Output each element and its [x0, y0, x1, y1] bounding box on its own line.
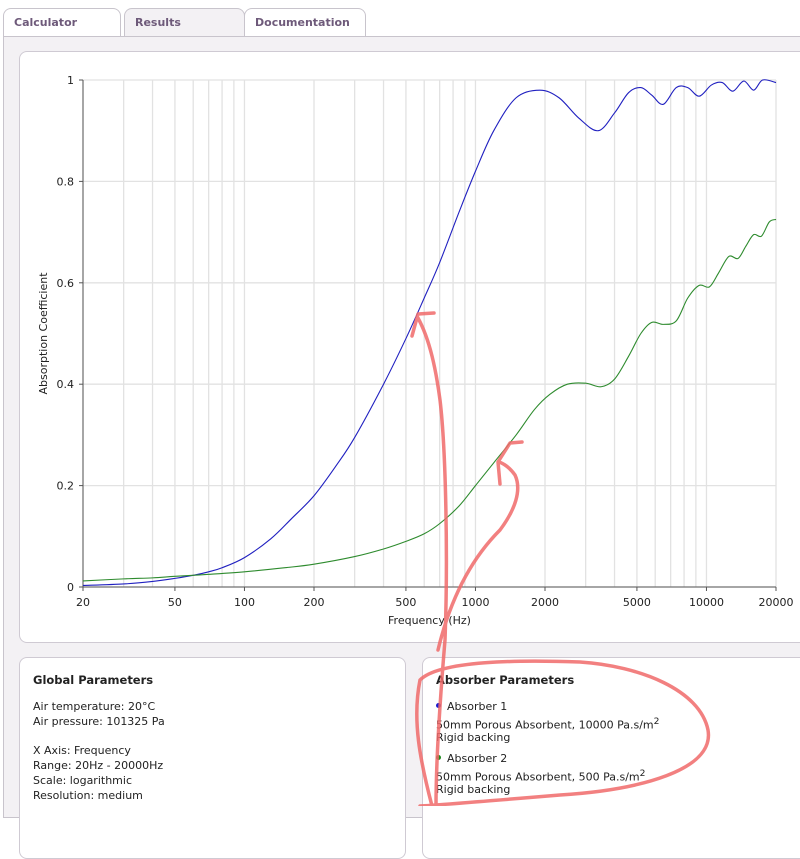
series-dot-icon [436, 755, 441, 760]
superscript: 2 [653, 716, 660, 727]
x-axis-param: X Axis: Frequency [33, 744, 131, 757]
x-tick-label: 1000 [461, 596, 489, 609]
absorber-2-desc-text: 50mm Porous Absorbent, 500 Pa.s/m [436, 770, 640, 784]
x-tick-label: 20 [76, 596, 90, 609]
absorber-1-backing: Rigid backing [436, 731, 511, 744]
absorber-parameters-panel: Absorber Parameters Absorber 1 50mm Poro… [422, 657, 800, 859]
results-panel: 0 0.2 0.4 0.6 0.8 1 20 50 100 200 500 1000 2000 5000 1… [3, 36, 800, 859]
series-dot-icon [436, 703, 441, 708]
series-line-absorber-1 [82, 79, 777, 587]
resolution-param: Resolution: medium [33, 789, 143, 802]
absorber-2-desc: 50mm Porous Absorbent, 500 Pa.s/m2 [436, 768, 645, 784]
x-tick-label: 10000 [689, 596, 724, 609]
absorber-1-desc: 50mm Porous Absorbent, 10000 Pa.s/m2 [436, 716, 659, 732]
tab-documentation[interactable]: Documentation [244, 8, 366, 36]
x-axis-label: Frequency (Hz) [388, 614, 471, 627]
scale-param: Scale: logarithmic [33, 774, 132, 787]
absorber-1-name: Absorber 1 [447, 700, 508, 713]
y-axis-label: Absorption Coefficient [37, 272, 50, 395]
range-param: Range: 20Hz - 20000Hz [33, 759, 164, 772]
x-tick-label: 50 [168, 596, 182, 609]
x-tick-label: 100 [234, 596, 255, 609]
chart-container: 0 0.2 0.4 0.6 0.8 1 20 50 100 200 500 1000 2000 5000 1… [19, 51, 800, 643]
x-tick-label: 500 [395, 596, 416, 609]
y-tick-label: 0.6 [57, 277, 75, 290]
absorber-2-backing: Rigid backing [436, 783, 511, 796]
y-tick-label: 1 [67, 74, 74, 87]
global-parameters-title: Global Parameters [33, 673, 154, 687]
series-line-absorber-2 [82, 218, 777, 582]
air-pressure: Air pressure: 101325 Pa [33, 715, 165, 728]
y-tick-label: 0.4 [57, 378, 75, 391]
x-tick-label: 20000 [759, 596, 794, 609]
x-tick-label: 5000 [623, 596, 651, 609]
tab-results[interactable]: Results [124, 8, 245, 38]
superscript: 2 [639, 768, 646, 779]
absorber-2-name: Absorber 2 [447, 752, 508, 765]
tab-calculator[interactable]: Calculator [3, 8, 121, 36]
absorber-parameters-title: Absorber Parameters [436, 673, 575, 687]
global-parameters-panel: Global Parameters Air temperature: 20°C … [19, 657, 406, 859]
y-tick-label: 0.2 [57, 480, 75, 493]
y-tick-label: 0.8 [57, 175, 75, 188]
absorber-2-label: Absorber 2 [436, 752, 507, 765]
x-tick-label: 2000 [531, 596, 559, 609]
y-tick-label: 0 [67, 581, 74, 594]
absorber-1-desc-text: 50mm Porous Absorbent, 10000 Pa.s/m [436, 718, 654, 732]
absorber-1-label: Absorber 1 [436, 700, 507, 713]
air-temperature: Air temperature: 20°C [33, 700, 156, 713]
x-tick-label: 200 [304, 596, 325, 609]
absorption-chart: 0 0.2 0.4 0.6 0.8 1 20 50 100 200 500 1000 2000 5000 1… [37, 74, 794, 627]
